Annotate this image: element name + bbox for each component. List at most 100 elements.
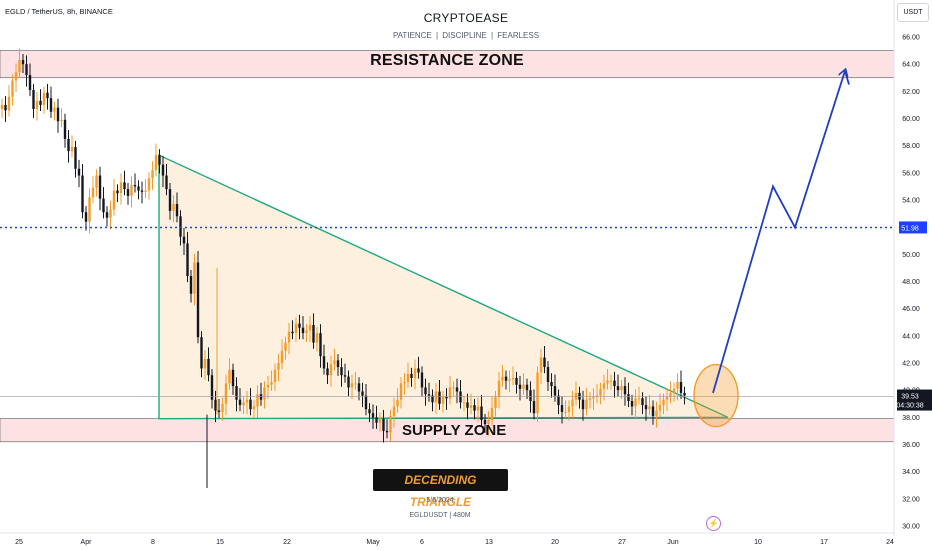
candle-body [245,399,249,403]
y-tick-label: 30.00 [902,524,920,531]
candle-body [525,384,529,391]
candle-body [683,392,686,396]
x-tick-label: 27 [618,539,626,546]
candle-body [497,380,501,397]
candle-body [81,175,84,213]
candle-body [350,383,354,388]
candle-body [329,364,333,376]
candle-body [280,350,284,363]
candle-body [434,391,438,403]
symbol-label: EGLD / TetherUS, 8h, BINANCE [5,7,113,16]
candle-body [606,380,609,384]
candle-body [175,204,179,217]
candle-body [228,369,231,384]
candle-body [413,368,417,378]
candle-body [389,415,392,433]
x-tick-label: 13 [485,539,493,546]
currency-selector[interactable]: USDT [897,3,929,22]
candle-body [322,356,326,369]
candle-body [326,368,329,376]
level-price-text: 51.98 [901,225,919,232]
candle-body [550,382,553,387]
x-tick-label: 24 [886,539,894,546]
current-price-tag [897,389,932,411]
candle-body [623,386,627,395]
candle-body [60,119,63,122]
candle-body [354,383,357,385]
candle-body [560,405,564,412]
candle-body [32,89,35,109]
candle-body [343,375,347,377]
x-tick-label: 10 [754,539,762,546]
candle-body [476,406,480,411]
lightning-icon[interactable]: ⚡ [706,516,721,531]
candle-body [238,399,242,406]
resistance-zone-label: RESISTANCE ZONE [370,52,524,69]
candle-body [431,395,434,403]
y-tick-label: 58.00 [902,143,920,150]
projection-arrow-tip [844,70,850,85]
candle-body [679,382,683,393]
candle-body [126,189,130,196]
candle-body [301,327,305,334]
candle-body [532,401,536,414]
candle-body [119,182,123,194]
candle-body [109,209,112,218]
candle-body [56,107,60,122]
candle-body [462,402,466,404]
candle-body [599,388,602,396]
candle-body [445,396,448,399]
candle-body [294,323,298,334]
x-tick-label: 22 [283,539,291,546]
candle-body [67,138,70,152]
candle-body [669,392,672,397]
candle-body [385,430,389,433]
candle-body [504,376,508,381]
candle-body [14,72,18,81]
chart-date: 5/6/2024 [426,497,454,504]
candle-body [396,399,399,407]
y-tick-label: 60.00 [902,116,920,123]
candle-body [305,330,308,334]
candle-body [147,178,151,191]
candle-body [277,363,280,370]
candle-body [452,387,455,389]
candle-body [46,92,49,99]
candle-body [613,380,616,387]
candle-body [263,387,266,400]
y-tick-label: 66.00 [902,35,920,42]
candle-body [571,399,574,407]
candle-body [249,399,252,410]
candle-body [273,369,277,383]
candle-body [340,367,343,376]
candle-body [151,170,154,179]
candle-body [259,394,263,400]
candle-body [11,80,14,97]
projection-arrow [712,71,845,394]
candle-body [361,391,364,396]
candle-body [172,204,175,211]
candle-body [592,396,595,399]
candle-body [487,420,490,425]
candle-body [336,360,340,368]
candle-body [585,399,588,410]
candle-body [483,420,487,425]
candle-body [291,331,294,334]
candle-body [287,331,291,343]
candle-body [515,377,518,385]
y-tick-label: 56.00 [902,170,920,177]
candle-body [375,417,378,423]
candle-body [648,406,651,410]
y-tick-label: 48.00 [902,279,920,286]
y-tick-label: 46.00 [902,306,920,313]
candle-body [420,372,424,388]
candle-body [357,383,361,392]
candle-body [18,60,21,73]
candle-body [417,368,420,373]
x-tick-label: 8 [151,539,155,546]
candle-body [529,390,532,402]
candle-body [546,367,550,383]
candle-body [252,406,256,410]
candle-body [627,394,630,402]
